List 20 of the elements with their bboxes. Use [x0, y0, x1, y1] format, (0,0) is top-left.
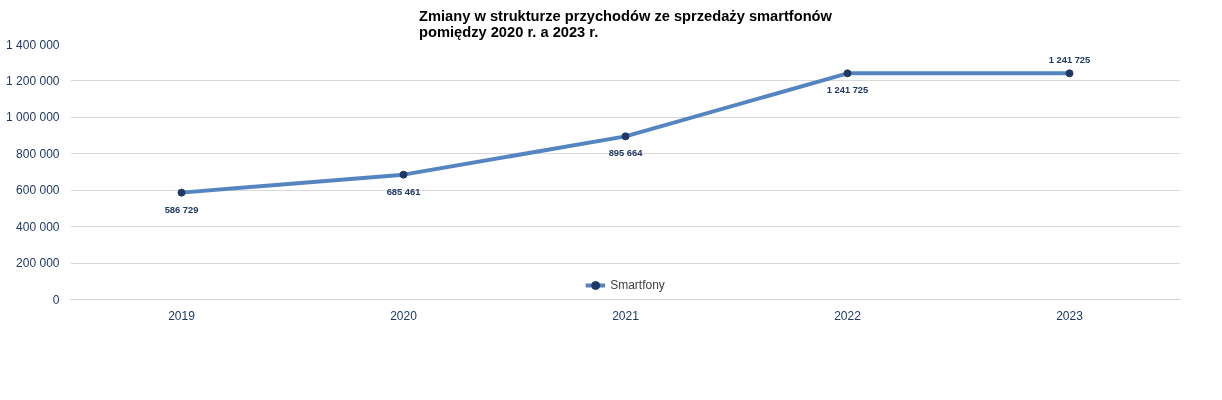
x-tick-label: 2020: [390, 308, 418, 323]
y-tick-label: 1 000 000: [6, 110, 60, 125]
x-tick-label: 2023: [1056, 308, 1084, 323]
data-label: 895 664: [608, 148, 644, 159]
y-tick-label: 0: [52, 292, 60, 307]
legend-label: Smartfony: [610, 278, 665, 292]
y-tick-label: 800 000: [16, 146, 60, 161]
chart-title: Zmiany w strukturze przychodów ze sprzedaży smartfonów pomiędzy 2020 r. a 2023 r.: [419, 7, 833, 40]
y-tick-label: 1 200 000: [6, 73, 60, 88]
data-label: 685 461: [386, 186, 421, 197]
data-label: 586 729: [164, 204, 199, 215]
x-tick-label: 2021: [612, 308, 640, 323]
data-label: 1 241 725: [826, 85, 869, 96]
x-tick-label: 2019: [168, 308, 196, 323]
y-tick-label: 200 000: [16, 256, 60, 271]
x-tick-label: 2022: [834, 308, 862, 323]
y-tick-label: 600 000: [16, 183, 60, 198]
y-tick-label: 400 000: [16, 219, 60, 234]
y-tick-label: 1 400 000: [6, 37, 60, 52]
data-label: 1 241 725: [1048, 55, 1091, 66]
